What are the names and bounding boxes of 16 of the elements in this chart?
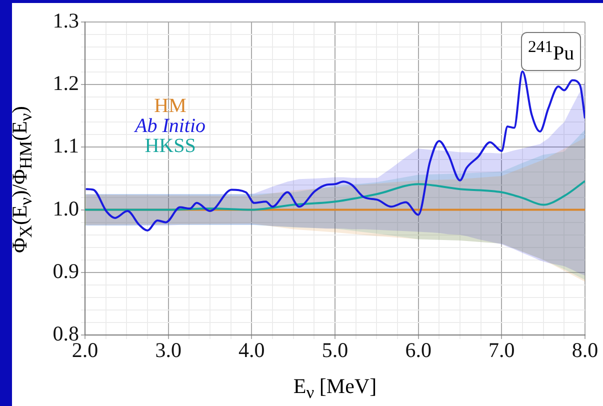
- x-tick-label: 6.0: [405, 338, 432, 362]
- x-axis-title: E$_{ν}$ [MeV]: [292, 374, 378, 404]
- annotation: $^{241}$Pu: [521, 32, 582, 71]
- text: HM: [153, 95, 188, 117]
- x-tick-label: 3.0: [155, 338, 182, 362]
- x-tick-label: 8.0: [572, 338, 598, 362]
- text: HKSS: [144, 135, 197, 157]
- y-tick-label: 1.1: [52, 134, 79, 158]
- y-tick-label: 0.9: [52, 258, 79, 283]
- x-tick-label: 7.0: [488, 338, 515, 362]
- x-tick-label: 5.0: [322, 338, 348, 362]
- text: Ab Initio: [135, 115, 206, 137]
- y-tick-label: 1.0: [52, 196, 79, 220]
- y-tick-label: 1.2: [52, 71, 79, 96]
- y-tick-label: 1.3: [52, 8, 79, 33]
- x-tick-label: 4.0: [238, 338, 265, 362]
